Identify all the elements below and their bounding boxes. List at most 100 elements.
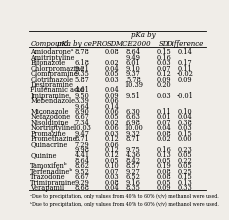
Text: Nortriptyline: Nortriptyline: [30, 124, 75, 132]
Text: 0.22: 0.22: [177, 157, 192, 165]
Text: Desipramine: Desipramine: [30, 81, 74, 89]
Text: 0.08: 0.08: [105, 48, 119, 56]
Text: 0.06: 0.06: [105, 108, 119, 116]
Text: 6.52: 6.52: [126, 173, 141, 181]
Text: ᵇDue to precipitation, only values from 40% to 60% (v/v) methanol were used.: ᵇDue to precipitation, only values from …: [30, 202, 219, 207]
Text: 7.29: 7.29: [74, 141, 89, 149]
Text: 0.09: 0.09: [156, 184, 171, 192]
Text: 6.18: 6.18: [74, 59, 89, 67]
Text: SD: SD: [107, 40, 117, 48]
Text: 0.25: 0.25: [177, 168, 192, 176]
Text: 0.38: 0.38: [177, 119, 192, 127]
Text: 0.05: 0.05: [105, 70, 119, 78]
Text: 9.47: 9.47: [74, 130, 89, 138]
Text: 0.15: 0.15: [156, 48, 171, 56]
Text: 0.08: 0.08: [156, 168, 171, 176]
Text: 9.35: 9.35: [74, 70, 89, 78]
Text: 0.03: 0.03: [156, 59, 171, 67]
Text: 8.57: 8.57: [126, 162, 141, 170]
Text: 9.52: 9.52: [74, 168, 89, 176]
Text: 6.67: 6.67: [74, 173, 89, 181]
Text: 6.67: 6.67: [74, 114, 89, 121]
Text: 0.04: 0.04: [105, 65, 119, 73]
Text: 0.03: 0.03: [105, 130, 119, 138]
Text: Bifonazole: Bifonazole: [30, 59, 66, 67]
Text: 8.71: 8.71: [74, 135, 89, 143]
Text: 6.98: 6.98: [126, 119, 141, 127]
Text: Imipramine: Imipramine: [30, 92, 70, 100]
Text: 9.50: 9.50: [74, 92, 89, 100]
Text: 9.27: 9.27: [126, 168, 141, 176]
Text: 0.20: 0.20: [156, 81, 171, 89]
Text: 8.71: 8.71: [126, 135, 141, 143]
Text: 0.16: 0.16: [156, 146, 171, 154]
Text: Compound: Compound: [30, 40, 69, 48]
Text: Promethazine: Promethazine: [30, 135, 77, 143]
Text: 8.42: 8.42: [126, 157, 141, 165]
Text: 9.37: 9.37: [126, 70, 141, 78]
Text: 9.64: 9.64: [74, 103, 89, 111]
Text: 6.63: 6.63: [126, 114, 141, 121]
Text: 0.07: 0.07: [105, 168, 119, 176]
Text: 9.21: 9.21: [74, 65, 89, 73]
Text: 9.51: 9.51: [126, 92, 141, 100]
Text: 0.02: 0.02: [156, 135, 171, 143]
Text: Mebendazole: Mebendazole: [30, 97, 76, 105]
Text: 0.09: 0.09: [177, 75, 192, 84]
Text: 0.04: 0.04: [177, 114, 192, 121]
Text: 0.05: 0.05: [156, 178, 171, 187]
Text: Quinine: Quinine: [30, 151, 57, 160]
Text: Clotrimazole: Clotrimazole: [30, 75, 74, 84]
Text: 0.14: 0.14: [105, 103, 120, 111]
Text: Nisoldipine: Nisoldipine: [30, 119, 69, 127]
Text: Chlorpromazine: Chlorpromazine: [30, 65, 85, 73]
Text: 5.87: 5.87: [74, 75, 89, 84]
Text: 0.09: 0.09: [105, 92, 119, 100]
Text: 9.49: 9.49: [126, 54, 141, 62]
Text: 8.64: 8.64: [126, 48, 141, 56]
Text: 6.90: 6.90: [74, 108, 89, 116]
Text: 0.01: 0.01: [156, 114, 171, 121]
Text: 9.10: 9.10: [126, 65, 141, 73]
Text: 0.03: 0.03: [105, 75, 119, 84]
Text: Terfenadineᵇ: Terfenadineᵇ: [30, 168, 74, 176]
Text: Verapamil: Verapamil: [30, 184, 65, 192]
Text: 0.12: 0.12: [105, 146, 119, 154]
Text: 0.05: 0.05: [156, 157, 171, 165]
Text: 0.06: 0.06: [105, 124, 119, 132]
Text: 0.15: 0.15: [177, 173, 192, 181]
Text: 0.16: 0.16: [156, 54, 171, 62]
Text: 0.13: 0.13: [156, 151, 171, 160]
Text: 0.05: 0.05: [105, 114, 119, 121]
Text: SD: SD: [158, 40, 169, 48]
Text: Flufenamic acid: Flufenamic acid: [30, 86, 85, 94]
Text: 0.33: 0.33: [177, 184, 192, 192]
Text: 0.12: 0.12: [105, 151, 119, 160]
Text: 0.12: 0.12: [105, 135, 119, 143]
Text: 9.29: 9.29: [74, 178, 89, 187]
Text: Miconazole: Miconazole: [30, 108, 69, 116]
Text: 8.35: 8.35: [126, 184, 141, 192]
Text: 4.36: 4.36: [126, 151, 141, 160]
Text: 0.05: 0.05: [177, 162, 192, 170]
Text: 7.34: 7.34: [74, 119, 89, 127]
Text: 0.11: 0.11: [156, 108, 171, 116]
Text: -0.01: -0.01: [176, 92, 193, 100]
Text: 8.64: 8.64: [74, 157, 89, 165]
Text: 0.03: 0.03: [105, 173, 119, 181]
Text: MCE2000: MCE2000: [115, 40, 151, 48]
Text: 9.32: 9.32: [126, 130, 141, 138]
Text: Tamoxifenᵇ: Tamoxifenᵇ: [30, 162, 68, 170]
Text: 0.04: 0.04: [156, 124, 171, 132]
Text: 0.14: 0.14: [177, 48, 192, 56]
Text: 6.01: 6.01: [126, 59, 141, 67]
Text: Difference: Difference: [166, 40, 203, 48]
Text: 0.04: 0.04: [105, 86, 119, 94]
Text: 8.68: 8.68: [74, 184, 89, 192]
Text: 0.15: 0.15: [177, 130, 192, 138]
Text: 6.30: 6.30: [126, 108, 141, 116]
Text: 0.04: 0.04: [105, 184, 119, 192]
Text: 0.07: 0.07: [156, 65, 171, 73]
Text: Clomipramine: Clomipramine: [30, 70, 78, 78]
Text: Nefazodone: Nefazodone: [30, 114, 71, 121]
